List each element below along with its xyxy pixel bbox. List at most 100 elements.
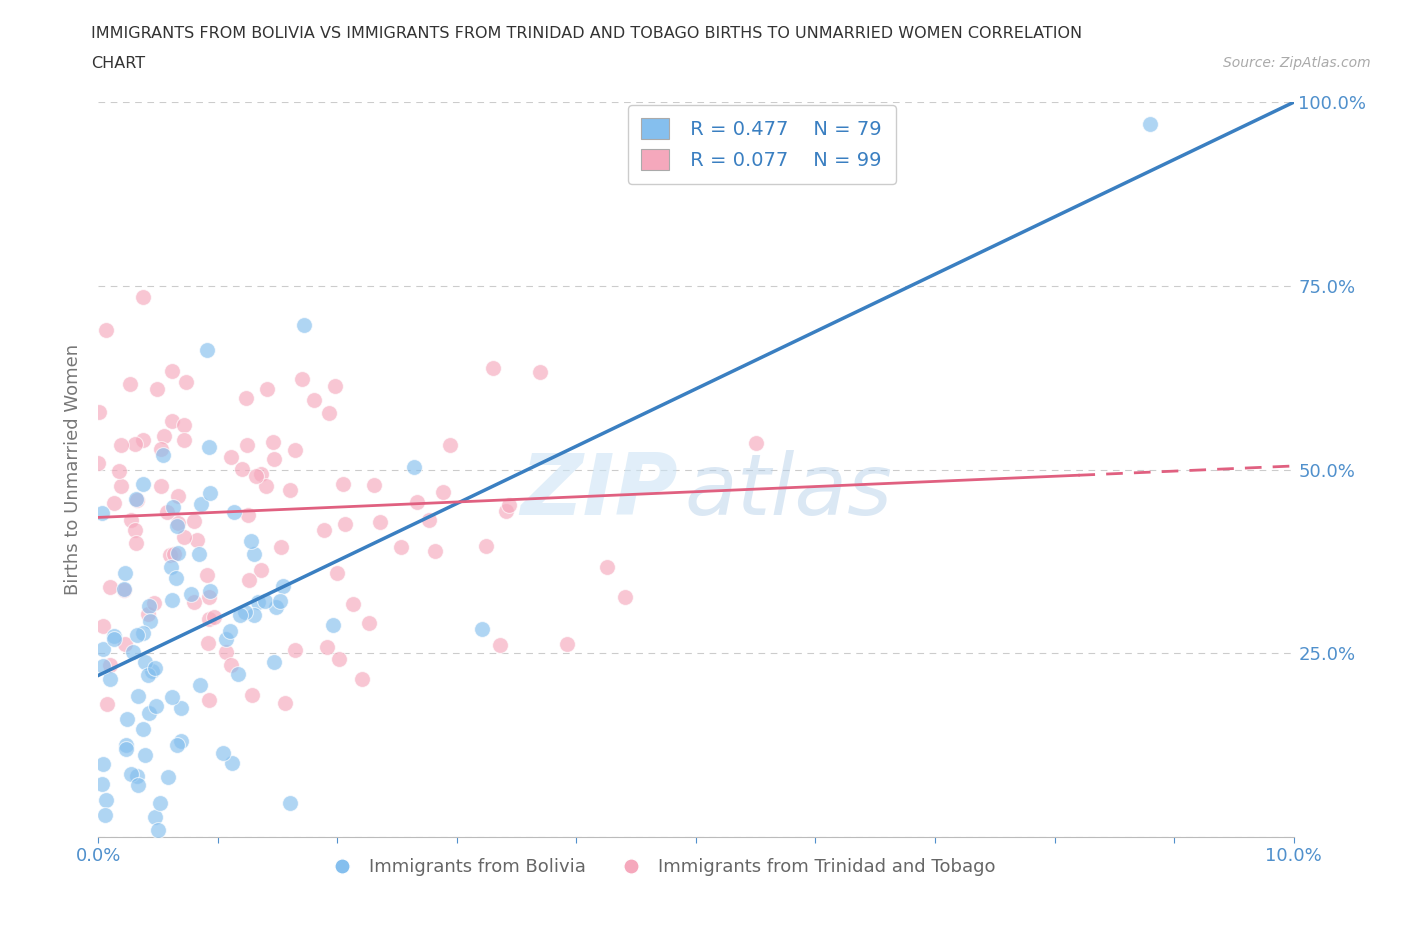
Text: atlas: atlas — [685, 450, 891, 533]
Point — [389, 539, 412, 554]
Point — [325, 379, 347, 393]
Point — [233, 604, 256, 619]
Point — [471, 621, 494, 636]
Point — [98, 658, 121, 672]
Point — [167, 489, 190, 504]
Point — [235, 391, 257, 405]
Point — [198, 693, 221, 708]
Point — [180, 587, 202, 602]
Point — [236, 437, 259, 452]
Point — [238, 573, 260, 588]
Point — [198, 590, 221, 604]
Point — [134, 654, 156, 669]
Point — [156, 504, 179, 519]
Point — [363, 477, 385, 492]
Point — [318, 405, 340, 420]
Point — [439, 437, 461, 452]
Point — [132, 476, 155, 491]
Point — [423, 543, 446, 558]
Point — [246, 594, 269, 609]
Point — [159, 548, 181, 563]
Point — [149, 795, 172, 810]
Point — [198, 612, 221, 627]
Point — [333, 517, 356, 532]
Point — [163, 547, 186, 562]
Point — [249, 562, 271, 577]
Point — [141, 664, 163, 679]
Point — [432, 485, 454, 499]
Point — [332, 476, 354, 491]
Point — [162, 414, 184, 429]
Point — [166, 519, 188, 534]
Point — [481, 361, 503, 376]
Point — [114, 566, 136, 581]
Point — [169, 734, 191, 749]
Point — [263, 654, 285, 669]
Point — [174, 375, 197, 390]
Point — [132, 625, 155, 640]
Point — [498, 498, 520, 512]
Point — [595, 560, 617, 575]
Point — [273, 695, 295, 710]
Point — [103, 496, 125, 511]
Point — [1139, 117, 1161, 132]
Point — [124, 437, 146, 452]
Point — [160, 689, 183, 704]
Point — [96, 697, 118, 711]
Point — [188, 678, 211, 693]
Point — [245, 468, 267, 483]
Point — [236, 508, 259, 523]
Point — [219, 658, 242, 672]
Point — [94, 808, 117, 823]
Point — [112, 583, 135, 598]
Point — [122, 644, 145, 659]
Point — [489, 637, 512, 652]
Point — [112, 581, 135, 596]
Point — [132, 722, 155, 737]
Point — [302, 392, 325, 407]
Point — [149, 441, 172, 456]
Point — [264, 599, 287, 614]
Point — [89, 405, 111, 419]
Point — [166, 737, 188, 752]
Point — [555, 637, 578, 652]
Point — [291, 372, 314, 387]
Point — [475, 538, 498, 553]
Point — [284, 643, 307, 658]
Point — [125, 491, 148, 506]
Point — [270, 539, 292, 554]
Point — [153, 428, 176, 443]
Point — [221, 755, 243, 770]
Point — [195, 343, 218, 358]
Point — [262, 434, 284, 449]
Point — [495, 503, 517, 518]
Point — [186, 533, 208, 548]
Point — [529, 365, 551, 379]
Point — [125, 628, 148, 643]
Point — [143, 596, 166, 611]
Point — [173, 529, 195, 544]
Point — [197, 440, 219, 455]
Point — [127, 777, 149, 792]
Point — [292, 317, 315, 332]
Point — [91, 618, 114, 633]
Point — [90, 777, 112, 792]
Point — [120, 766, 142, 781]
Point — [744, 436, 766, 451]
Point — [94, 792, 117, 807]
Point — [173, 432, 195, 447]
Point — [166, 545, 188, 560]
Point — [152, 447, 174, 462]
Point — [103, 631, 125, 646]
Text: Source: ZipAtlas.com: Source: ZipAtlas.com — [1223, 56, 1371, 70]
Point — [91, 642, 114, 657]
Point — [183, 513, 205, 528]
Point — [253, 593, 276, 608]
Point — [138, 706, 160, 721]
Point — [103, 629, 125, 644]
Point — [231, 461, 253, 476]
Point — [132, 290, 155, 305]
Point — [222, 505, 245, 520]
Point — [165, 571, 187, 586]
Point — [173, 418, 195, 433]
